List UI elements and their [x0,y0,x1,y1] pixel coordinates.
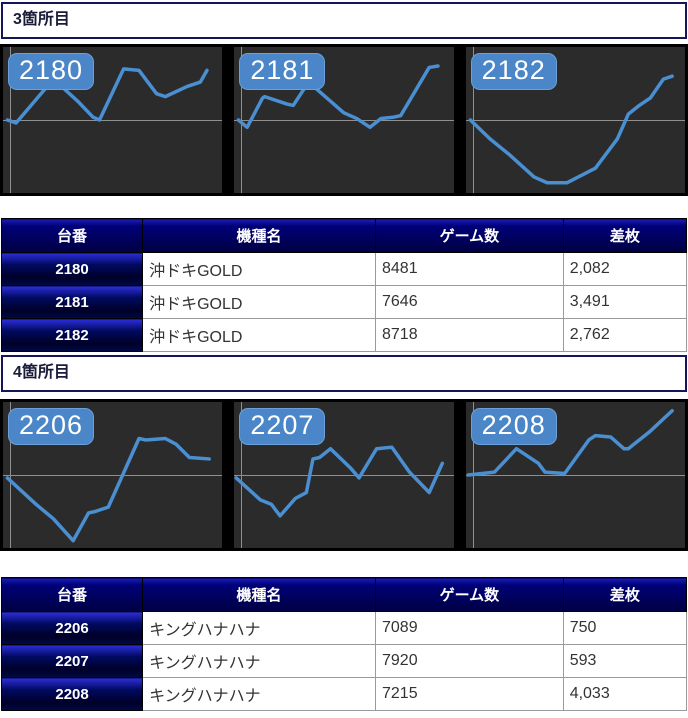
slump-graph-line [237,447,443,516]
y-axis-line [472,47,474,193]
slump-graph [234,402,453,548]
machine-name-cell: 沖ドキGOLD [142,252,376,286]
machine-number-cell: 2206 [0,611,144,645]
machine-number-badge: 2207 [239,408,326,445]
machine-number-badge: 2206 [8,408,95,445]
section-title-4: 4箇所目 [1,355,687,392]
machine-number-cell: 2180 [0,252,144,286]
table-header-row: 台番 機種名 ゲーム数 差枚 [0,218,688,253]
machine-chart-panel-2207: 2207 [234,402,454,548]
table-row: 2207 キングハナハナ 7920 593 [0,644,688,678]
chart-strip-1: 2180 2181 2182 [0,44,688,196]
machine-name-cell: 沖ドキGOLD [142,318,376,352]
machine-name-cell: キングハナハナ [142,644,376,678]
zero-line [465,120,685,121]
game-count-cell: 7089 [375,611,564,645]
slump-graph [466,47,685,193]
table-row: 2182 沖ドキGOLD 8718 2,762 [0,318,688,352]
diff-medals-cell: 3,491 [562,285,688,319]
col-header-diff-medals: 差枚 [562,577,688,612]
machine-number-badge: 2181 [239,53,326,90]
slump-graph [234,47,453,193]
diff-medals-cell: 2,082 [562,252,688,286]
chart-strip-2: 2206 2207 2208 [0,399,688,551]
machine-chart-panel-2206: 2206 [3,402,223,548]
table-row: 2208 キングハナハナ 7215 4,033 [0,677,688,711]
section-title-3: 3箇所目 [1,2,687,39]
machine-number-cell: 2181 [0,285,144,319]
col-header-model-name: 機種名 [142,218,376,253]
slump-graph-line [468,411,672,475]
machine-number-cell: 2207 [0,644,144,678]
zero-line [234,120,454,121]
machine-number-cell: 2208 [0,677,144,711]
y-axis-line [10,402,11,548]
machine-chart-panel-2180: 2180 [3,47,223,193]
machine-name-cell: キングハナハナ [142,677,376,711]
machine-number-badge: 2182 [470,53,557,90]
col-header-game-count: ゲーム数 [375,218,564,253]
game-count-cell: 8481 [375,252,564,286]
col-header-diff-medals: 差枚 [562,218,688,253]
slump-graph [466,402,685,548]
col-header-model-name: 機種名 [142,577,376,612]
zero-line [234,475,454,476]
diff-medals-cell: 750 [562,611,688,645]
y-axis-line [241,402,243,548]
game-count-cell: 7920 [375,644,564,678]
diff-medals-cell: 4,033 [562,677,688,711]
machine-chart-panel-2208: 2208 [465,402,685,548]
table-row: 2180 沖ドキGOLD 8481 2,082 [0,252,688,286]
machine-chart-panel-2182: 2182 [465,47,685,193]
table-header-row: 台番 機種名 ゲーム数 差枚 [0,577,688,612]
diff-medals-cell: 2,762 [562,318,688,352]
game-count-cell: 7215 [375,677,564,711]
col-header-machine-number: 台番 [0,577,144,612]
machine-data-table-1: 台番 機種名 ゲーム数 差枚 2180 沖ドキGOLD 8481 2,082 2… [0,218,688,352]
slump-graph [3,402,222,548]
slump-graph-line [470,76,672,183]
machine-chart-panel-2181: 2181 [234,47,454,193]
slump-graph-line [7,439,209,541]
zero-line [3,120,223,121]
zero-line [3,475,223,476]
y-axis-line [241,47,243,193]
diff-medals-cell: 593 [562,644,688,678]
machine-number-cell: 2182 [0,318,144,352]
machine-data-table-2: 台番 機種名 ゲーム数 差枚 2206 キングハナハナ 7089 750 220… [0,577,688,711]
col-header-game-count: ゲーム数 [375,577,564,612]
game-count-cell: 8718 [375,318,564,352]
zero-line [465,475,685,476]
machine-number-badge: 2208 [470,408,557,445]
game-count-cell: 7646 [375,285,564,319]
machine-name-cell: キングハナハナ [142,611,376,645]
machine-name-cell: 沖ドキGOLD [142,285,376,319]
slump-graph-line [239,66,439,127]
table-row: 2181 沖ドキGOLD 7646 3,491 [0,285,688,319]
col-header-machine-number: 台番 [0,218,144,253]
table-row: 2206 キングハナハナ 7089 750 [0,611,688,645]
machine-number-badge: 2180 [8,53,95,90]
